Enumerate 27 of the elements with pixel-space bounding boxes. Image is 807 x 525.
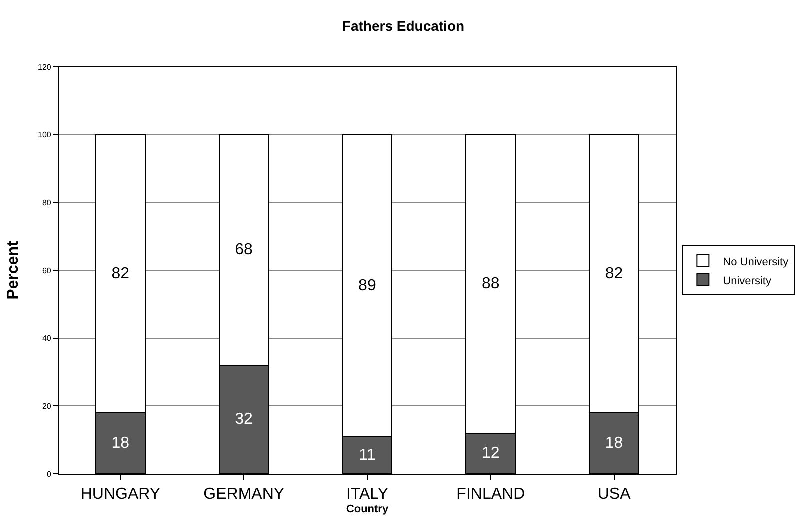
legend-label: University xyxy=(723,275,772,288)
data-label: 82 xyxy=(605,265,624,282)
chart-title: Fathers Education xyxy=(342,18,465,34)
x-tick-label: HUNGARY xyxy=(80,486,161,504)
x-tick-label: GERMANY xyxy=(204,486,285,504)
x-tick-label: FINLAND xyxy=(456,486,526,504)
y-tick-label: 20 xyxy=(42,402,52,411)
data-label: 18 xyxy=(112,434,130,452)
y-tick-label: 0 xyxy=(46,470,52,479)
x-axis-title: Country xyxy=(346,503,390,516)
x-tick-label: USA xyxy=(598,486,632,504)
data-label: 32 xyxy=(235,411,254,428)
data-label: 11 xyxy=(359,446,376,464)
x-tick-label: ITALY xyxy=(346,486,389,504)
data-label: 12 xyxy=(482,445,500,462)
y-tick-label: 80 xyxy=(42,198,52,208)
y-tick-label: 100 xyxy=(38,130,52,140)
y-tick-label: 120 xyxy=(38,62,52,72)
data-label: 18 xyxy=(605,434,624,452)
data-label: 68 xyxy=(235,242,254,259)
y-tick-label: 60 xyxy=(42,266,52,276)
data-label: 88 xyxy=(482,276,500,293)
data-label: 82 xyxy=(112,265,130,282)
y-tick-label: 40 xyxy=(42,334,52,344)
y-axis-title: Percent xyxy=(4,240,22,300)
data-label: 89 xyxy=(358,277,376,294)
legend-label: No University xyxy=(723,256,790,268)
